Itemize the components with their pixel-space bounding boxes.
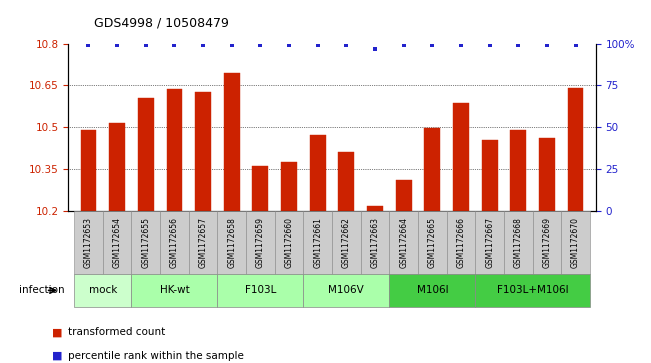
Point: [169, 42, 180, 48]
Point: [227, 42, 237, 48]
Bar: [568, 88, 583, 211]
Text: GSM1172658: GSM1172658: [227, 217, 236, 268]
Bar: [310, 135, 326, 211]
Bar: [367, 206, 383, 211]
Bar: [339, 152, 354, 211]
Point: [284, 42, 294, 48]
Text: GSM1172668: GSM1172668: [514, 217, 523, 268]
Point: [427, 42, 437, 48]
Text: GSM1172665: GSM1172665: [428, 217, 437, 268]
Text: GSM1172667: GSM1172667: [485, 217, 494, 268]
Text: M106I: M106I: [417, 285, 448, 295]
Text: GSM1172666: GSM1172666: [456, 217, 465, 268]
Text: GSM1172664: GSM1172664: [399, 217, 408, 268]
Bar: [167, 89, 182, 211]
Text: F103L: F103L: [245, 285, 276, 295]
Point: [398, 42, 409, 48]
Point: [370, 46, 380, 52]
Point: [83, 42, 94, 48]
Point: [198, 42, 208, 48]
Text: GSM1172660: GSM1172660: [284, 217, 294, 268]
Bar: [224, 73, 240, 211]
Point: [456, 42, 466, 48]
Text: ■: ■: [52, 327, 62, 337]
Text: GSM1172654: GSM1172654: [113, 217, 122, 268]
Text: infection: infection: [20, 285, 65, 295]
Point: [484, 42, 495, 48]
Bar: [195, 92, 211, 211]
Bar: [453, 103, 469, 211]
Text: F103L+M106I: F103L+M106I: [497, 285, 568, 295]
Bar: [482, 139, 497, 211]
Text: GSM1172670: GSM1172670: [571, 217, 580, 268]
Text: GSM1172656: GSM1172656: [170, 217, 179, 268]
Bar: [510, 130, 526, 211]
Point: [255, 42, 266, 48]
Point: [513, 42, 523, 48]
Bar: [424, 129, 440, 211]
Point: [141, 42, 151, 48]
Text: M106V: M106V: [329, 285, 364, 295]
Text: GSM1172662: GSM1172662: [342, 217, 351, 268]
Bar: [253, 166, 268, 211]
Text: GSM1172653: GSM1172653: [84, 217, 93, 268]
Text: GSM1172663: GSM1172663: [370, 217, 380, 268]
Bar: [138, 98, 154, 211]
Point: [570, 42, 581, 48]
Point: [112, 42, 122, 48]
Bar: [81, 130, 96, 211]
Bar: [109, 123, 125, 211]
Text: GSM1172659: GSM1172659: [256, 217, 265, 268]
Text: GSM1172661: GSM1172661: [313, 217, 322, 268]
Text: mock: mock: [89, 285, 117, 295]
Point: [312, 42, 323, 48]
Point: [542, 42, 552, 48]
Bar: [281, 162, 297, 211]
Text: percentile rank within the sample: percentile rank within the sample: [68, 351, 244, 361]
Text: HK-wt: HK-wt: [159, 285, 189, 295]
Text: GSM1172669: GSM1172669: [542, 217, 551, 268]
Point: [341, 42, 352, 48]
Bar: [539, 138, 555, 211]
Text: GSM1172657: GSM1172657: [199, 217, 208, 268]
Text: GSM1172655: GSM1172655: [141, 217, 150, 268]
Text: transformed count: transformed count: [68, 327, 165, 337]
Text: ■: ■: [52, 351, 62, 361]
Bar: [396, 180, 411, 211]
Text: GDS4998 / 10508479: GDS4998 / 10508479: [94, 16, 229, 29]
